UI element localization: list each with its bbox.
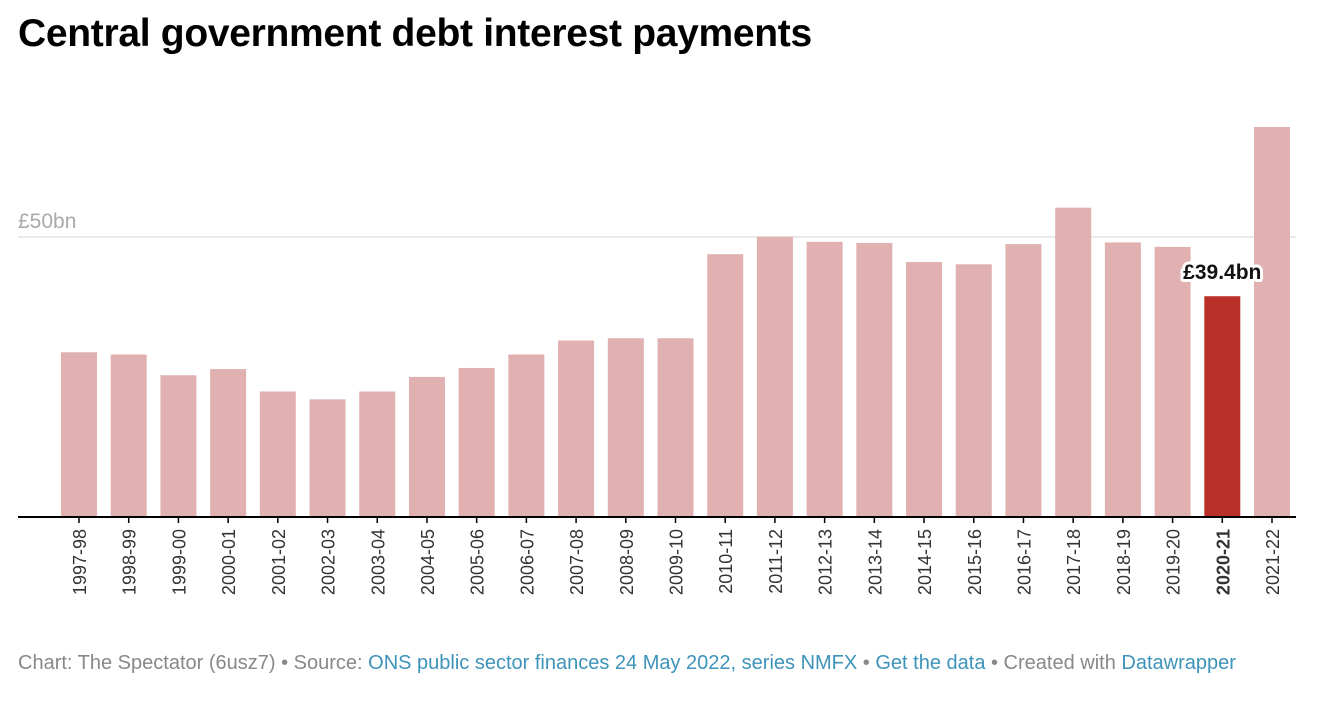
highlight-value-label: £39.4bn [1183, 261, 1261, 284]
x-tick-label: 2003-04 [368, 529, 388, 595]
x-tick-label: 2013-14 [865, 529, 885, 595]
x-tick-label: 2017-18 [1064, 529, 1084, 595]
bar [309, 399, 346, 517]
x-tick-label: 2021-22 [1263, 529, 1283, 595]
chart-title: Central government debt interest payment… [18, 12, 812, 55]
x-tick-label: 2012-13 [816, 529, 836, 595]
bar-highlight [1204, 296, 1241, 517]
x-tick-label: 2020-21 [1213, 529, 1233, 595]
x-tick-label: 2019-20 [1164, 529, 1184, 595]
bar [1104, 242, 1141, 517]
bar [1254, 127, 1290, 517]
get-data-link[interactable]: Get the data [875, 652, 986, 674]
bar [508, 354, 545, 517]
y-tick-label: £50bn [18, 210, 76, 233]
x-tick-label: 2008-09 [617, 529, 637, 595]
x-tick-label: 2001-02 [269, 529, 289, 595]
x-tick-label: 2004-05 [418, 529, 438, 595]
bar [1154, 246, 1191, 517]
x-tick-label: 2011-12 [766, 529, 786, 594]
datawrapper-link[interactable]: Datawrapper [1121, 652, 1236, 674]
x-tick-label: 2002-03 [319, 529, 339, 595]
x-tick-label: 2010-11 [716, 529, 736, 594]
bar [756, 236, 793, 518]
x-tick-label: 2009-10 [667, 529, 687, 595]
x-tick-label: 2005-06 [468, 529, 488, 595]
x-tick-label: 2006-07 [517, 529, 537, 595]
bar [210, 369, 247, 517]
footer-created-with: • Created with [985, 652, 1122, 674]
x-tick-label: 2014-15 [915, 529, 935, 595]
bar [1005, 244, 1042, 518]
bar [408, 376, 445, 517]
x-tick-label: 1997-98 [70, 529, 90, 595]
source-link[interactable]: ONS public sector finances 24 May 2022, … [368, 652, 858, 674]
bar [160, 375, 197, 517]
bar-chart: £50bn 1997-98 1998-99 1999-00 2000-01 2001-02… [18, 127, 1296, 595]
bar [259, 391, 296, 517]
footer-separator: • [857, 652, 876, 674]
bar [856, 242, 893, 517]
x-tick-label: 1999-00 [169, 529, 189, 595]
bar [558, 340, 595, 517]
bar [61, 352, 97, 517]
x-tick-label: 2018-19 [1114, 529, 1134, 595]
x-tick-label: 2007-08 [567, 529, 587, 595]
bar [806, 241, 843, 517]
bar [955, 264, 992, 517]
x-tick-label: 2015-16 [965, 529, 985, 595]
x-tick-label: 2016-17 [1014, 529, 1034, 595]
bar [906, 262, 943, 517]
footer-credit: Chart: The Spectator (6usz7) • Source: [18, 652, 369, 674]
bar [110, 354, 147, 517]
x-tick-label: 1998-99 [120, 529, 140, 595]
bar [607, 338, 644, 517]
chart-footer: Chart: The Spectator (6usz7) • Source: O… [18, 648, 1258, 678]
bar [359, 391, 396, 517]
bar [707, 254, 744, 517]
bar [458, 367, 495, 517]
bar [657, 338, 694, 517]
x-tick-label: 2000-01 [219, 529, 239, 595]
bar [1055, 207, 1092, 518]
